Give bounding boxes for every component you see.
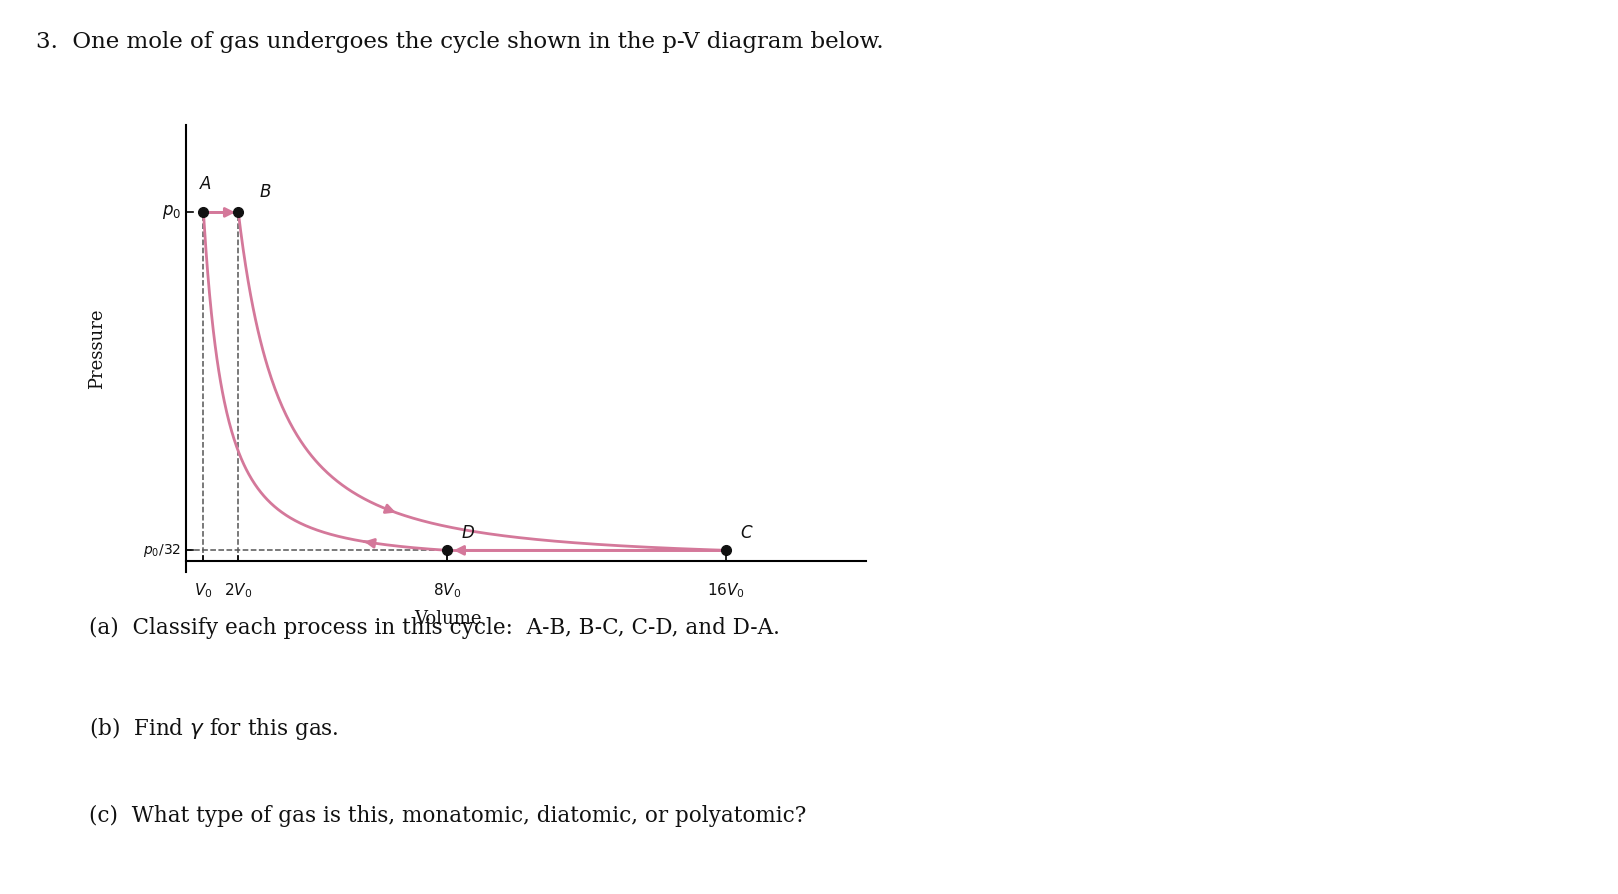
Text: $B$: $B$ <box>259 184 272 201</box>
Text: $8V_0$: $8V_0$ <box>434 581 461 600</box>
Text: Pressure: Pressure <box>87 308 107 389</box>
Text: $p_0/32$: $p_0/32$ <box>142 542 181 559</box>
Text: $C$: $C$ <box>739 525 754 542</box>
Text: Volume: Volume <box>414 611 481 628</box>
Text: (b)  Find $\gamma$ for this gas.: (b) Find $\gamma$ for this gas. <box>89 715 338 742</box>
Text: (c)  What type of gas is this, monatomic, diatomic, or polyatomic?: (c) What type of gas is this, monatomic,… <box>89 805 806 827</box>
Text: $p_0$: $p_0$ <box>162 203 181 222</box>
Text: $16V_0$: $16V_0$ <box>707 581 746 600</box>
Text: $V_0$: $V_0$ <box>194 581 214 600</box>
Text: (a)  Classify each process in this cycle:  A-B, B-C, C-D, and D-A.: (a) Classify each process in this cycle:… <box>89 617 780 639</box>
Text: $2V_0$: $2V_0$ <box>225 581 252 600</box>
Text: $A$: $A$ <box>199 176 212 193</box>
Text: $D$: $D$ <box>461 525 476 542</box>
Text: 3.  One mole of gas undergoes the cycle shown in the p-V diagram below.: 3. One mole of gas undergoes the cycle s… <box>36 31 883 54</box>
